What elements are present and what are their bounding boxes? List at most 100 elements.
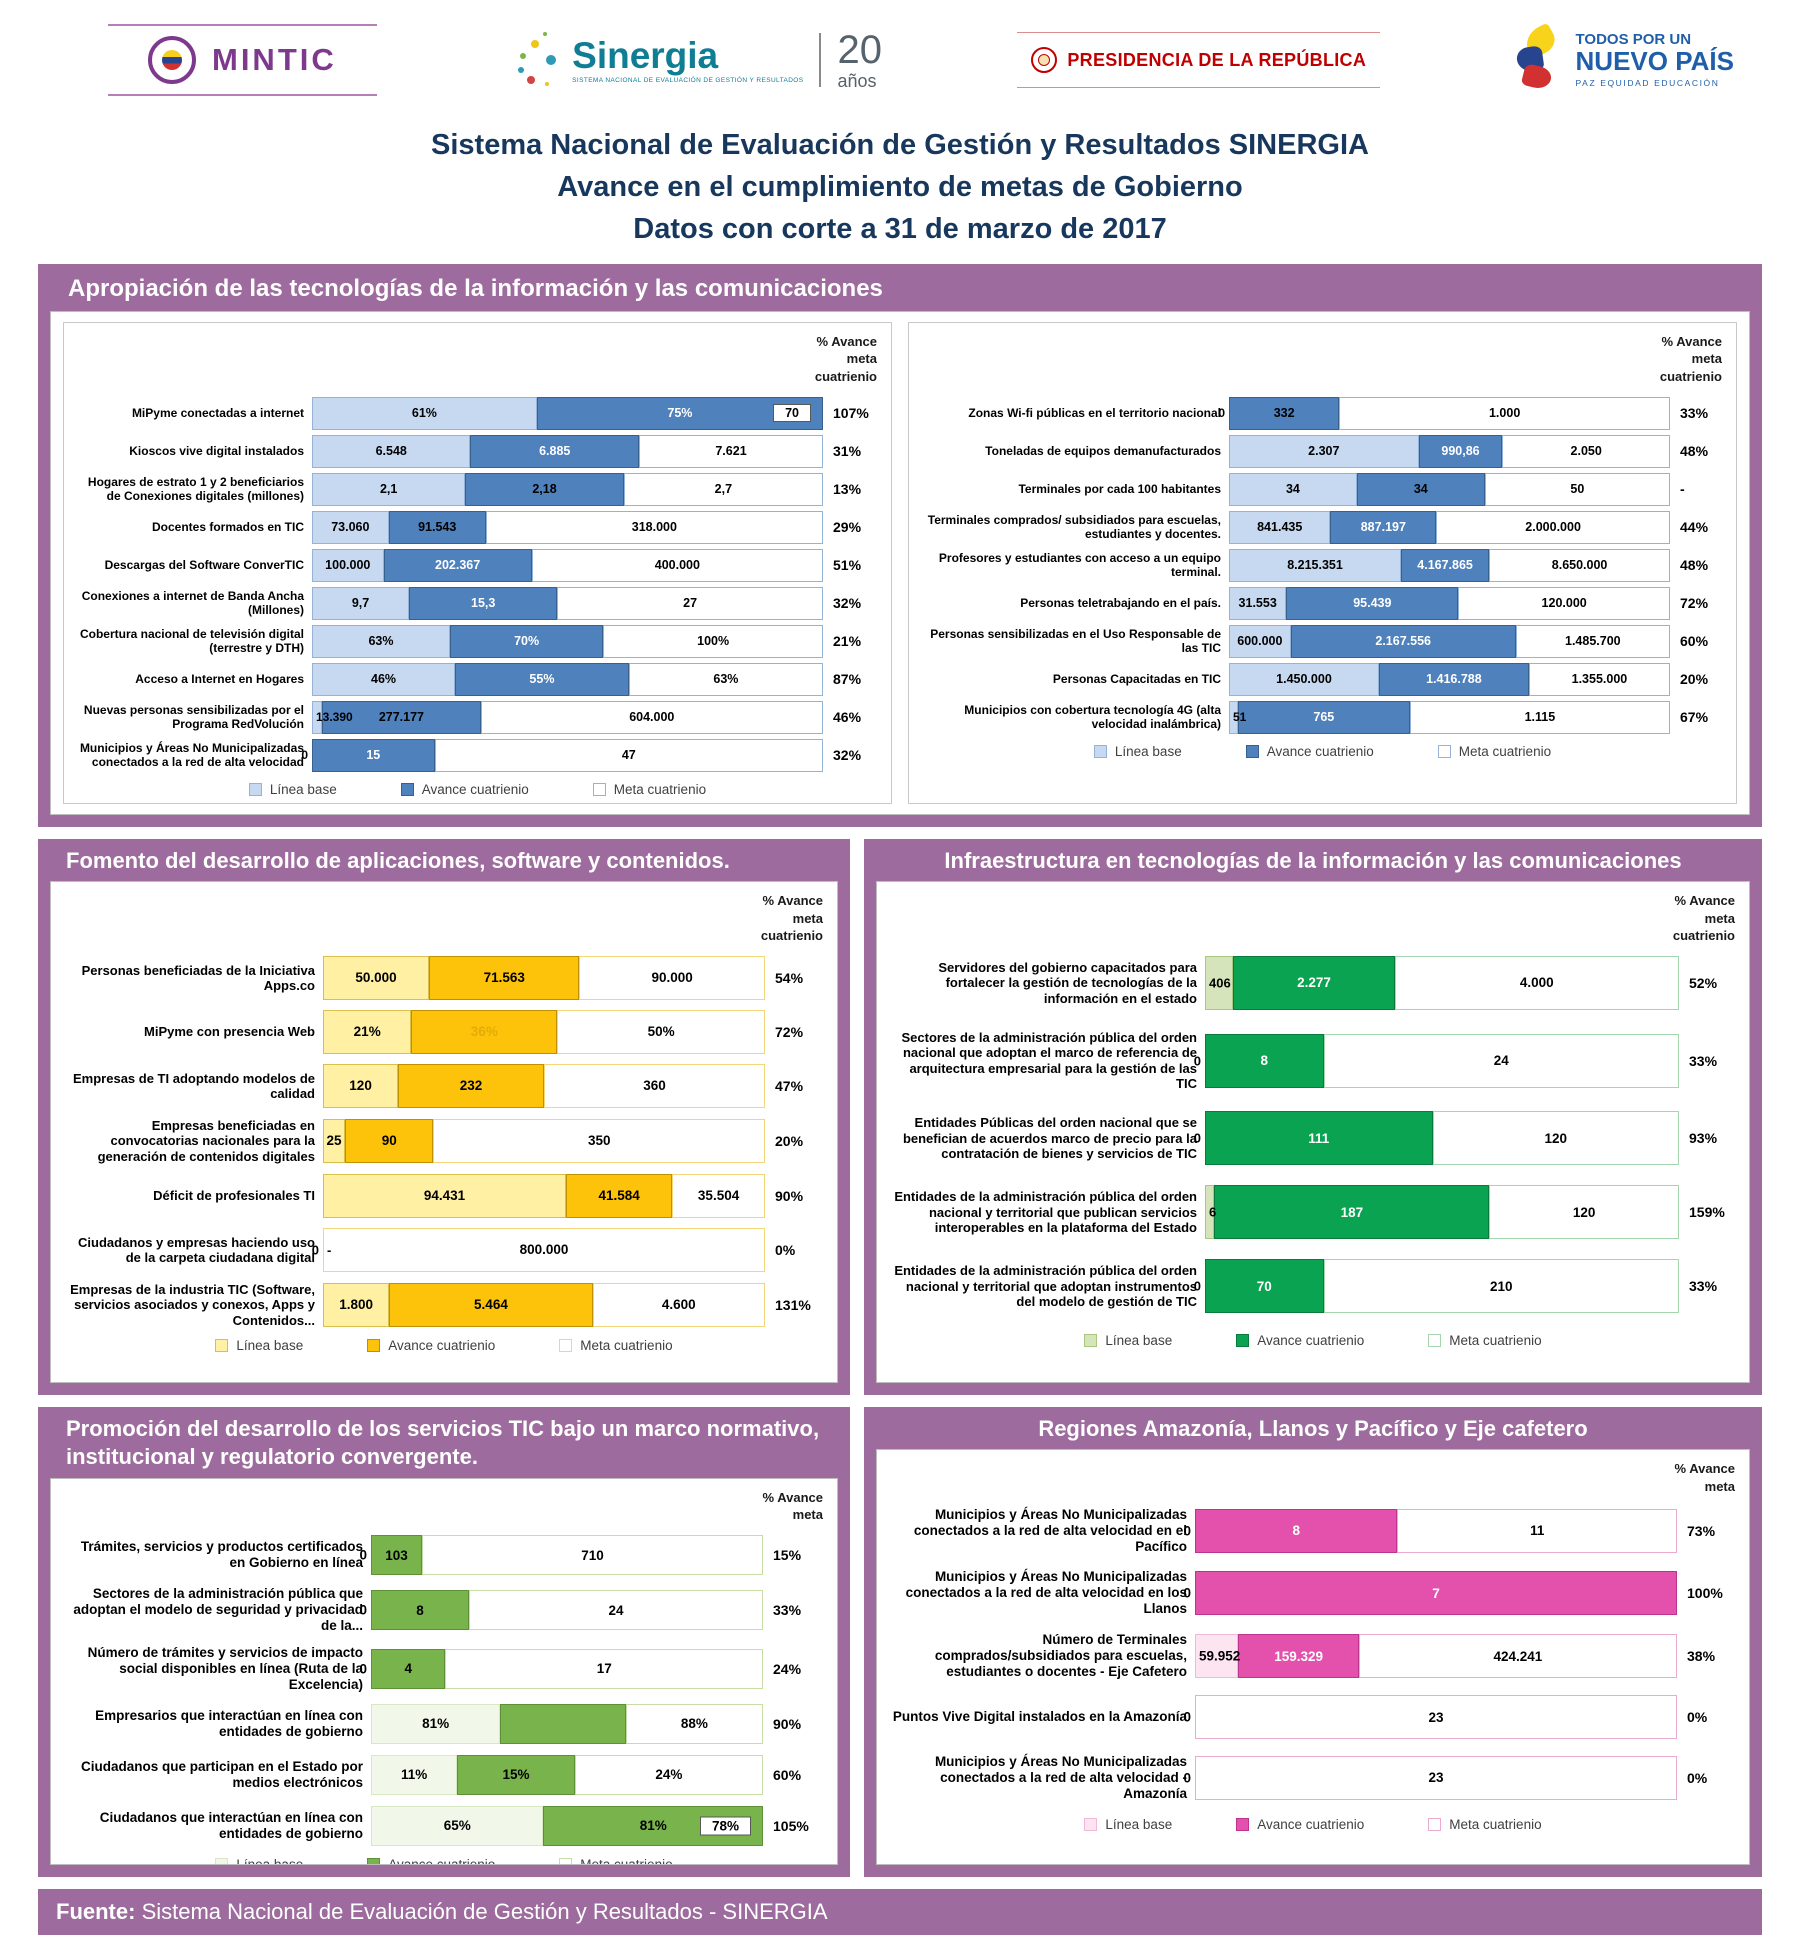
page-title-line2: Avance en el cumplimiento de metas de Go… — [557, 171, 1243, 204]
chart-row: Entidades de la administración pública d… — [889, 1185, 1737, 1240]
chart-legend: Línea base Avance cuatrienio Meta cuatrien… — [63, 1338, 825, 1353]
bar-segment-meta: 318.000 — [485, 510, 823, 544]
row-label: Conexiones a internet de Banda Ancha (Mi… — [81, 589, 304, 618]
chart-row: Ciudadanos que interactúan en línea con … — [63, 1805, 825, 1846]
legend-swatch-base — [248, 782, 262, 796]
bar-segment-avance: 277.177 — [322, 700, 481, 734]
row-pct: 67% — [1680, 709, 1709, 726]
bar-segment-base: 6.548 — [312, 434, 471, 468]
chart-row: Empresarios que interactúan en línea con… — [63, 1703, 825, 1744]
row-pct: 33% — [773, 1602, 802, 1619]
legend-label-meta: Meta cuatrienio — [580, 1337, 673, 1353]
row-label: Personas teletrabajando en el país. — [1020, 596, 1221, 611]
legend-item-meta: Meta cuatrienio — [559, 1857, 673, 1864]
bar-segment-avance: 332 — [1229, 396, 1340, 430]
bar-segment-base: 2.307 — [1229, 434, 1419, 468]
footer-source-text: Sistema Nacional de Evaluación de Gestió… — [135, 1898, 828, 1924]
outside-value-label: 0 — [1183, 1709, 1191, 1725]
row-pct: 32% — [833, 747, 862, 764]
chart-row: Empresas de la industria TIC (Software, … — [63, 1282, 825, 1328]
sinergia-dots-icon — [546, 55, 557, 65]
bar-segment-avance: 4 — [371, 1648, 446, 1689]
legend-swatch-meta — [559, 1857, 573, 1864]
section-fomento: Fomento del desarrollo de aplicaciones, … — [38, 838, 850, 1395]
bar-segment-meta: 24% — [574, 1754, 763, 1795]
row-label: Entidades de la administración pública d… — [894, 1189, 1197, 1235]
bar-segment-avance: 2.167.556 — [1290, 624, 1516, 658]
row-label: Municipios con cobertura tecnología 4G (… — [964, 703, 1221, 732]
row-pct: 38% — [1687, 1648, 1716, 1665]
section-title-apropiacion: Apropiación de las tecnologías de la inf… — [68, 275, 883, 303]
bar-segment-meta: 1.355.000 — [1528, 662, 1670, 696]
bar-segment-base: 31.553 — [1229, 586, 1287, 620]
bar-segment-base: 34 — [1229, 472, 1357, 506]
legend-item-meta: Meta cuatrienio — [592, 781, 707, 797]
page-title-line3: Datos con corte a 31 de marzo de 2017 — [633, 213, 1167, 246]
legend-label-base: Línea base — [269, 781, 337, 797]
bar-segment-avance: 8 — [1205, 1033, 1324, 1088]
chart-row: Número de Terminales comprados/subsidiad… — [889, 1632, 1737, 1680]
footer-source: Fuente: Sistema Nacional de Evaluación d… — [38, 1888, 1762, 1935]
bar-segment-avance: 232 — [398, 1063, 544, 1108]
axis-note: % Avance meta — [1674, 1461, 1735, 1494]
bar-segment-meta: 8.650.000 — [1489, 548, 1670, 582]
row-label: Docentes formados en TIC — [151, 520, 304, 535]
bar-segment-meta: 604.000 — [480, 700, 823, 734]
bar-segment-avance: 187 — [1214, 1185, 1490, 1240]
row-bar: 1.450.000 1.416.788 1.355.000 — [1229, 662, 1670, 696]
presidencia-logo: PRESIDENCIA DE LA REPÚBLICA — [1017, 32, 1381, 88]
bar-segment-base: 100.000 — [312, 548, 384, 582]
row-label: Número de Terminales comprados/subsidiad… — [934, 1632, 1187, 1680]
bar-segment-avance: 2,18 — [465, 472, 624, 506]
section-title-regiones: Regiones Amazonía, Llanos y Pacífico y E… — [1038, 1415, 1588, 1441]
bar-segment-avance: 5.464 — [389, 1282, 593, 1327]
bar-segment-meta: 50 — [1484, 472, 1670, 506]
row-bar: 11% 15% 24% — [371, 1754, 763, 1795]
row-label: Ciudadanos que interactúan en línea con … — [99, 1809, 363, 1841]
colombia-coat-of-arms-icon — [148, 36, 196, 84]
bar-segment-meta: 35.504 — [672, 1173, 765, 1218]
legend-label-meta: Meta cuatrienio — [613, 781, 707, 797]
row-label: Empresarios que interactúan en línea con… — [95, 1707, 363, 1739]
bar-segment-avance: 15,3 — [409, 586, 558, 620]
bar-segment-meta: 2,7 — [623, 472, 823, 506]
section-body-fomento: % Avance meta cuatrienio Personas benefic… — [50, 881, 838, 1383]
chart-row: Entidades Públicas del orden nacional qu… — [889, 1111, 1737, 1166]
bar-segment-base: 50.000 — [323, 955, 430, 1000]
row-pct: 44% — [1680, 519, 1709, 536]
bar-segment-meta: 4.600 — [592, 1282, 765, 1327]
row-label: Hogares de estrato 1 y 2 beneficiarios d… — [87, 475, 304, 504]
chart-row: Descargas del Software ConverTIC 100.000 2… — [76, 548, 879, 582]
chart-row: Ciudadanos y empresas haciendo uso de la… — [63, 1227, 825, 1272]
section-body-apropiacion: % Avance meta cuatrienio MiPyme conectada… — [50, 311, 1750, 815]
section-regiones: Regiones Amazonía, Llanos y Pacífico y E… — [864, 1406, 1762, 1877]
outside-value-label: 0 — [1193, 1278, 1201, 1294]
chart-row: Puntos Vive Digital instalados en la Ama… — [889, 1695, 1737, 1739]
row-pct: 29% — [833, 519, 862, 536]
nuevo-pais-line1: TODOS POR UN — [1575, 30, 1692, 48]
row-pct: 105% — [773, 1817, 809, 1834]
footer-source-label: Fuente: — [56, 1898, 136, 1924]
row-bar: 120 232 360 — [323, 1063, 765, 1108]
bar-segment-avance: 15% — [457, 1754, 575, 1795]
row-pct: 90% — [773, 1715, 802, 1732]
bar-segment-base: 8.215.351 — [1229, 548, 1401, 582]
chart-row: Empresas de TI adoptando modelos de cali… — [63, 1063, 825, 1108]
outside-value-label: 0 — [311, 1242, 319, 1258]
chart-infraestructura: % Avance meta cuatrienio Servidores del g… — [877, 882, 1749, 1355]
row-pct: 13% — [833, 481, 862, 498]
row-bar: 0 103 710 — [359, 1535, 763, 1576]
bar-segment-base: 21% — [323, 1009, 412, 1054]
bar-segment-meta: 2.050 — [1502, 434, 1670, 468]
row-pct: 159% — [1689, 1204, 1725, 1221]
outside-value-label: 0 — [1183, 1585, 1191, 1601]
bar-segment-meta: 90.000 — [579, 955, 765, 1000]
chart-row: Sectores de la administración pública de… — [889, 1030, 1737, 1091]
chart-row: Personas beneficiadas de la Iniciativa A… — [63, 955, 825, 1000]
row-label: Ciudadanos y empresas haciendo uso de la… — [78, 1234, 315, 1265]
nuevo-pais-logo: TODOS POR UN NUEVO PAÍS PAZ EQUIDAD EDUC… — [1514, 22, 1734, 92]
row-label: Número de trámites y servicios de impact… — [87, 1645, 363, 1692]
bar-segment-meta: 1.000 — [1339, 396, 1670, 430]
row-label: Toneladas de equipos demanufacturados — [985, 444, 1221, 459]
legend-item-avance: Avance cuatrienio — [1236, 1333, 1364, 1348]
